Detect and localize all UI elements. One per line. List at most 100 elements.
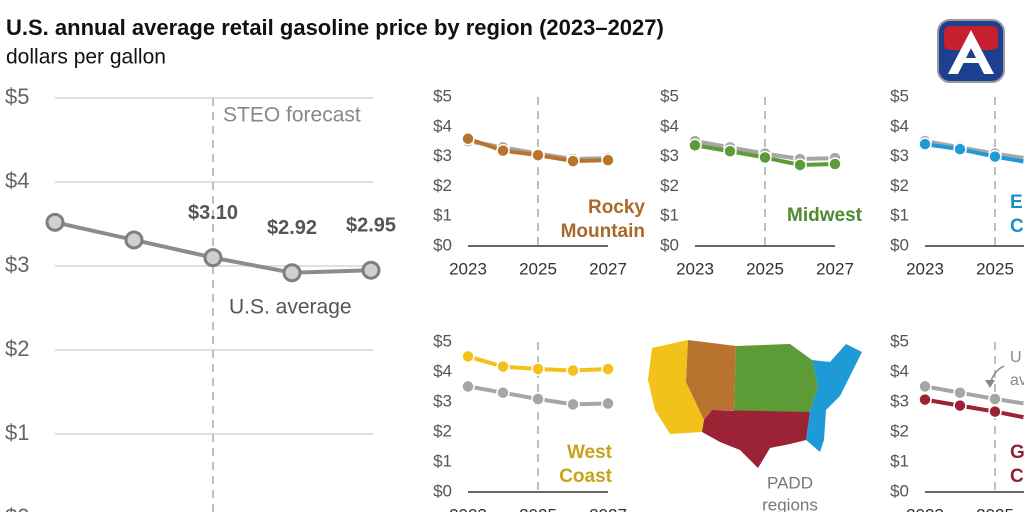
y-tick-label: $3	[890, 146, 909, 165]
x-tick-label: 2027	[589, 505, 627, 512]
data-point	[828, 157, 842, 171]
panel-label: C	[1010, 216, 1024, 237]
panel-label: E	[1010, 192, 1023, 213]
y-tick-label: $1	[890, 206, 909, 225]
data-point	[461, 131, 475, 146]
y-tick-label: $3	[660, 146, 679, 165]
data-point	[531, 362, 545, 376]
annotation: STEO forecast	[223, 104, 361, 127]
data-point	[566, 363, 580, 378]
x-tick-label: 2023	[906, 259, 944, 278]
data-point	[461, 379, 475, 394]
annotation: U.S. average	[229, 296, 352, 319]
y-tick-label: $4	[433, 361, 452, 380]
chart-subtitle: dollars per gallon	[6, 46, 166, 69]
data-point	[688, 138, 702, 153]
data-point	[496, 359, 510, 374]
data-point	[496, 143, 510, 158]
panel-label: Rocky	[588, 197, 645, 218]
y-tick-label: $5	[890, 331, 909, 350]
x-tick-label: 2027	[816, 259, 854, 278]
data-point	[531, 392, 545, 406]
value-label: $2.92	[267, 217, 317, 239]
y-tick-label: $2	[890, 176, 909, 195]
y-tick-label: $5	[660, 86, 679, 105]
panel-label: Mountain	[561, 221, 645, 242]
data-point	[496, 385, 510, 400]
panel-label: Midwest	[787, 205, 863, 226]
data-point	[988, 392, 1002, 406]
y-tick-label: $1	[5, 420, 29, 445]
value-label: $3.10	[188, 202, 238, 224]
map-label: regions	[762, 495, 818, 512]
y-tick-label: $1	[660, 206, 679, 225]
y-tick-label: $5	[890, 86, 909, 105]
data-point	[45, 212, 65, 232]
chart-title: U.S. annual average retail gasoline pric…	[6, 15, 664, 40]
value-label: $2.95	[346, 214, 396, 236]
x-tick-label: 2025	[976, 505, 1014, 512]
y-tick-label: $3	[5, 252, 29, 277]
map-label: PADD	[767, 473, 813, 492]
data-point	[124, 230, 144, 250]
data-point	[361, 260, 381, 280]
y-tick-label: $5	[5, 84, 29, 109]
y-tick-label: $2	[433, 176, 452, 195]
series-line	[924, 139, 1024, 161]
y-tick-label: $1	[890, 451, 909, 470]
data-point	[953, 385, 967, 400]
x-tick-label: 2023	[906, 505, 944, 512]
data-point	[988, 404, 1002, 419]
y-tick-label: $2	[890, 421, 909, 440]
x-tick-label: 2025	[519, 259, 557, 278]
data-point	[918, 379, 932, 394]
x-tick-label: 2023	[676, 259, 714, 278]
data-point	[601, 153, 615, 167]
panel-label: West	[567, 442, 613, 463]
y-tick-label: $4	[660, 116, 679, 135]
annotation-arrowhead	[985, 380, 995, 388]
y-tick-label: $0	[5, 504, 29, 512]
y-tick-label: $5	[433, 86, 452, 105]
x-tick-label: 2025	[519, 505, 557, 512]
x-tick-label: 2025	[976, 259, 1014, 278]
y-tick-label: $0	[890, 235, 909, 254]
data-point	[566, 154, 580, 168]
data-point	[953, 398, 967, 413]
panel-label: G	[1010, 442, 1024, 463]
padd-map	[648, 340, 862, 468]
y-tick-label: $4	[5, 168, 29, 193]
data-point	[918, 392, 932, 407]
y-tick-label: $0	[433, 235, 452, 254]
y-tick-label: $4	[890, 361, 909, 380]
data-point	[566, 397, 580, 412]
annotation: U	[1010, 349, 1022, 366]
data-point	[793, 158, 807, 172]
data-point	[918, 137, 932, 151]
data-point	[601, 396, 615, 411]
data-point	[203, 248, 223, 268]
data-point	[461, 349, 475, 364]
y-tick-label: $3	[433, 146, 452, 165]
y-tick-label: $1	[433, 206, 452, 225]
y-tick-label: $1	[433, 451, 452, 470]
y-tick-label: $3	[433, 391, 452, 410]
x-tick-label: 2025	[746, 259, 784, 278]
x-tick-label: 2023	[449, 505, 487, 512]
panel-label: C	[1010, 466, 1024, 487]
y-tick-label: $5	[433, 331, 452, 350]
y-tick-label: $4	[890, 116, 909, 135]
data-point	[601, 362, 615, 376]
y-tick-label: $2	[660, 176, 679, 195]
x-tick-label: 2023	[449, 259, 487, 278]
y-tick-label: $3	[890, 391, 909, 410]
data-point	[723, 144, 737, 158]
data-point	[758, 150, 772, 165]
y-tick-label: $2	[433, 421, 452, 440]
y-tick-label: $4	[433, 116, 452, 135]
annotation: av	[1010, 372, 1024, 389]
y-tick-label: $0	[890, 481, 909, 500]
y-tick-label: $0	[433, 481, 452, 500]
